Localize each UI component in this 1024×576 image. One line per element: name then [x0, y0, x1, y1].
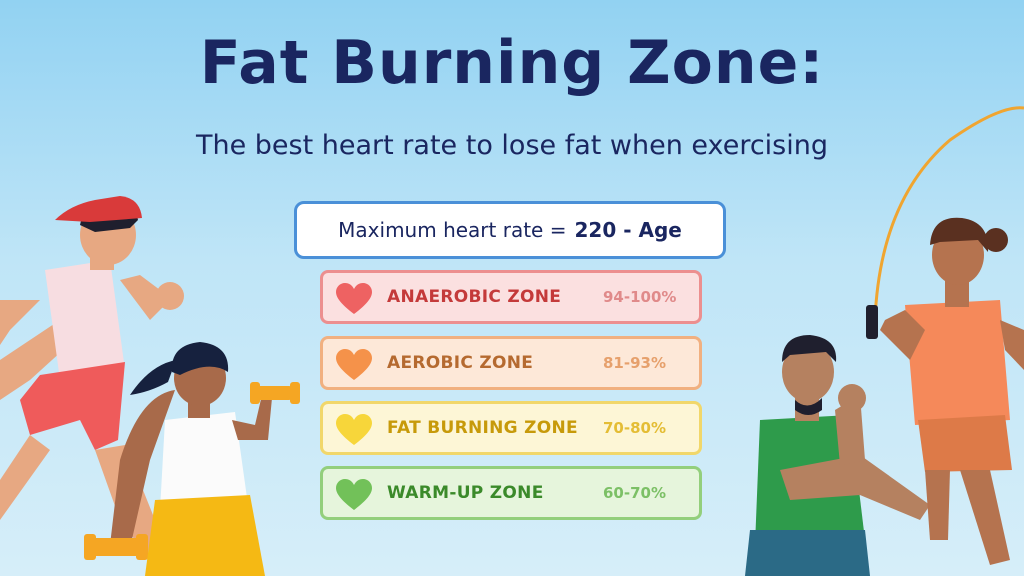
heart-icon [336, 349, 372, 380]
zone-name: FAT BURNING ZONE [387, 418, 578, 438]
max-heart-rate-formula: Maximum heart rate = 220 - Age [294, 201, 726, 259]
man-stretching-illustration [745, 335, 930, 576]
page-title: Fat Burning Zone: [199, 28, 825, 98]
zone-card-aerobic: AEROBIC ZONE 81-93% [320, 336, 702, 390]
zone-range: 81-93% [603, 354, 667, 372]
zone-card-warm-up: WARM-UP ZONE 60-70% [320, 466, 702, 520]
heart-icon [336, 283, 372, 314]
heart-icon [336, 479, 372, 510]
zone-name: ANAEROBIC ZONE [387, 287, 562, 307]
zone-name: AEROBIC ZONE [387, 353, 534, 373]
zone-range: 94-100% [603, 288, 677, 306]
zone-range: 60-70% [603, 484, 667, 502]
zone-range: 70-80% [603, 419, 667, 437]
formula-value: 220 - Age [574, 218, 682, 242]
woman-dumbbell-illustration [84, 342, 300, 576]
zone-name: WARM-UP ZONE [387, 483, 544, 503]
runner-illustration [0, 196, 184, 560]
page-subtitle: The best heart rate to lose fat when exe… [195, 130, 828, 161]
zone-card-anaerobic: ANAEROBIC ZONE 94-100% [320, 270, 702, 324]
formula-label: Maximum heart rate = [338, 218, 567, 242]
woman-jumprope-illustration [866, 106, 1024, 565]
heart-icon [336, 414, 372, 445]
zone-card-fat-burning: FAT BURNING ZONE 70-80% [320, 401, 702, 455]
